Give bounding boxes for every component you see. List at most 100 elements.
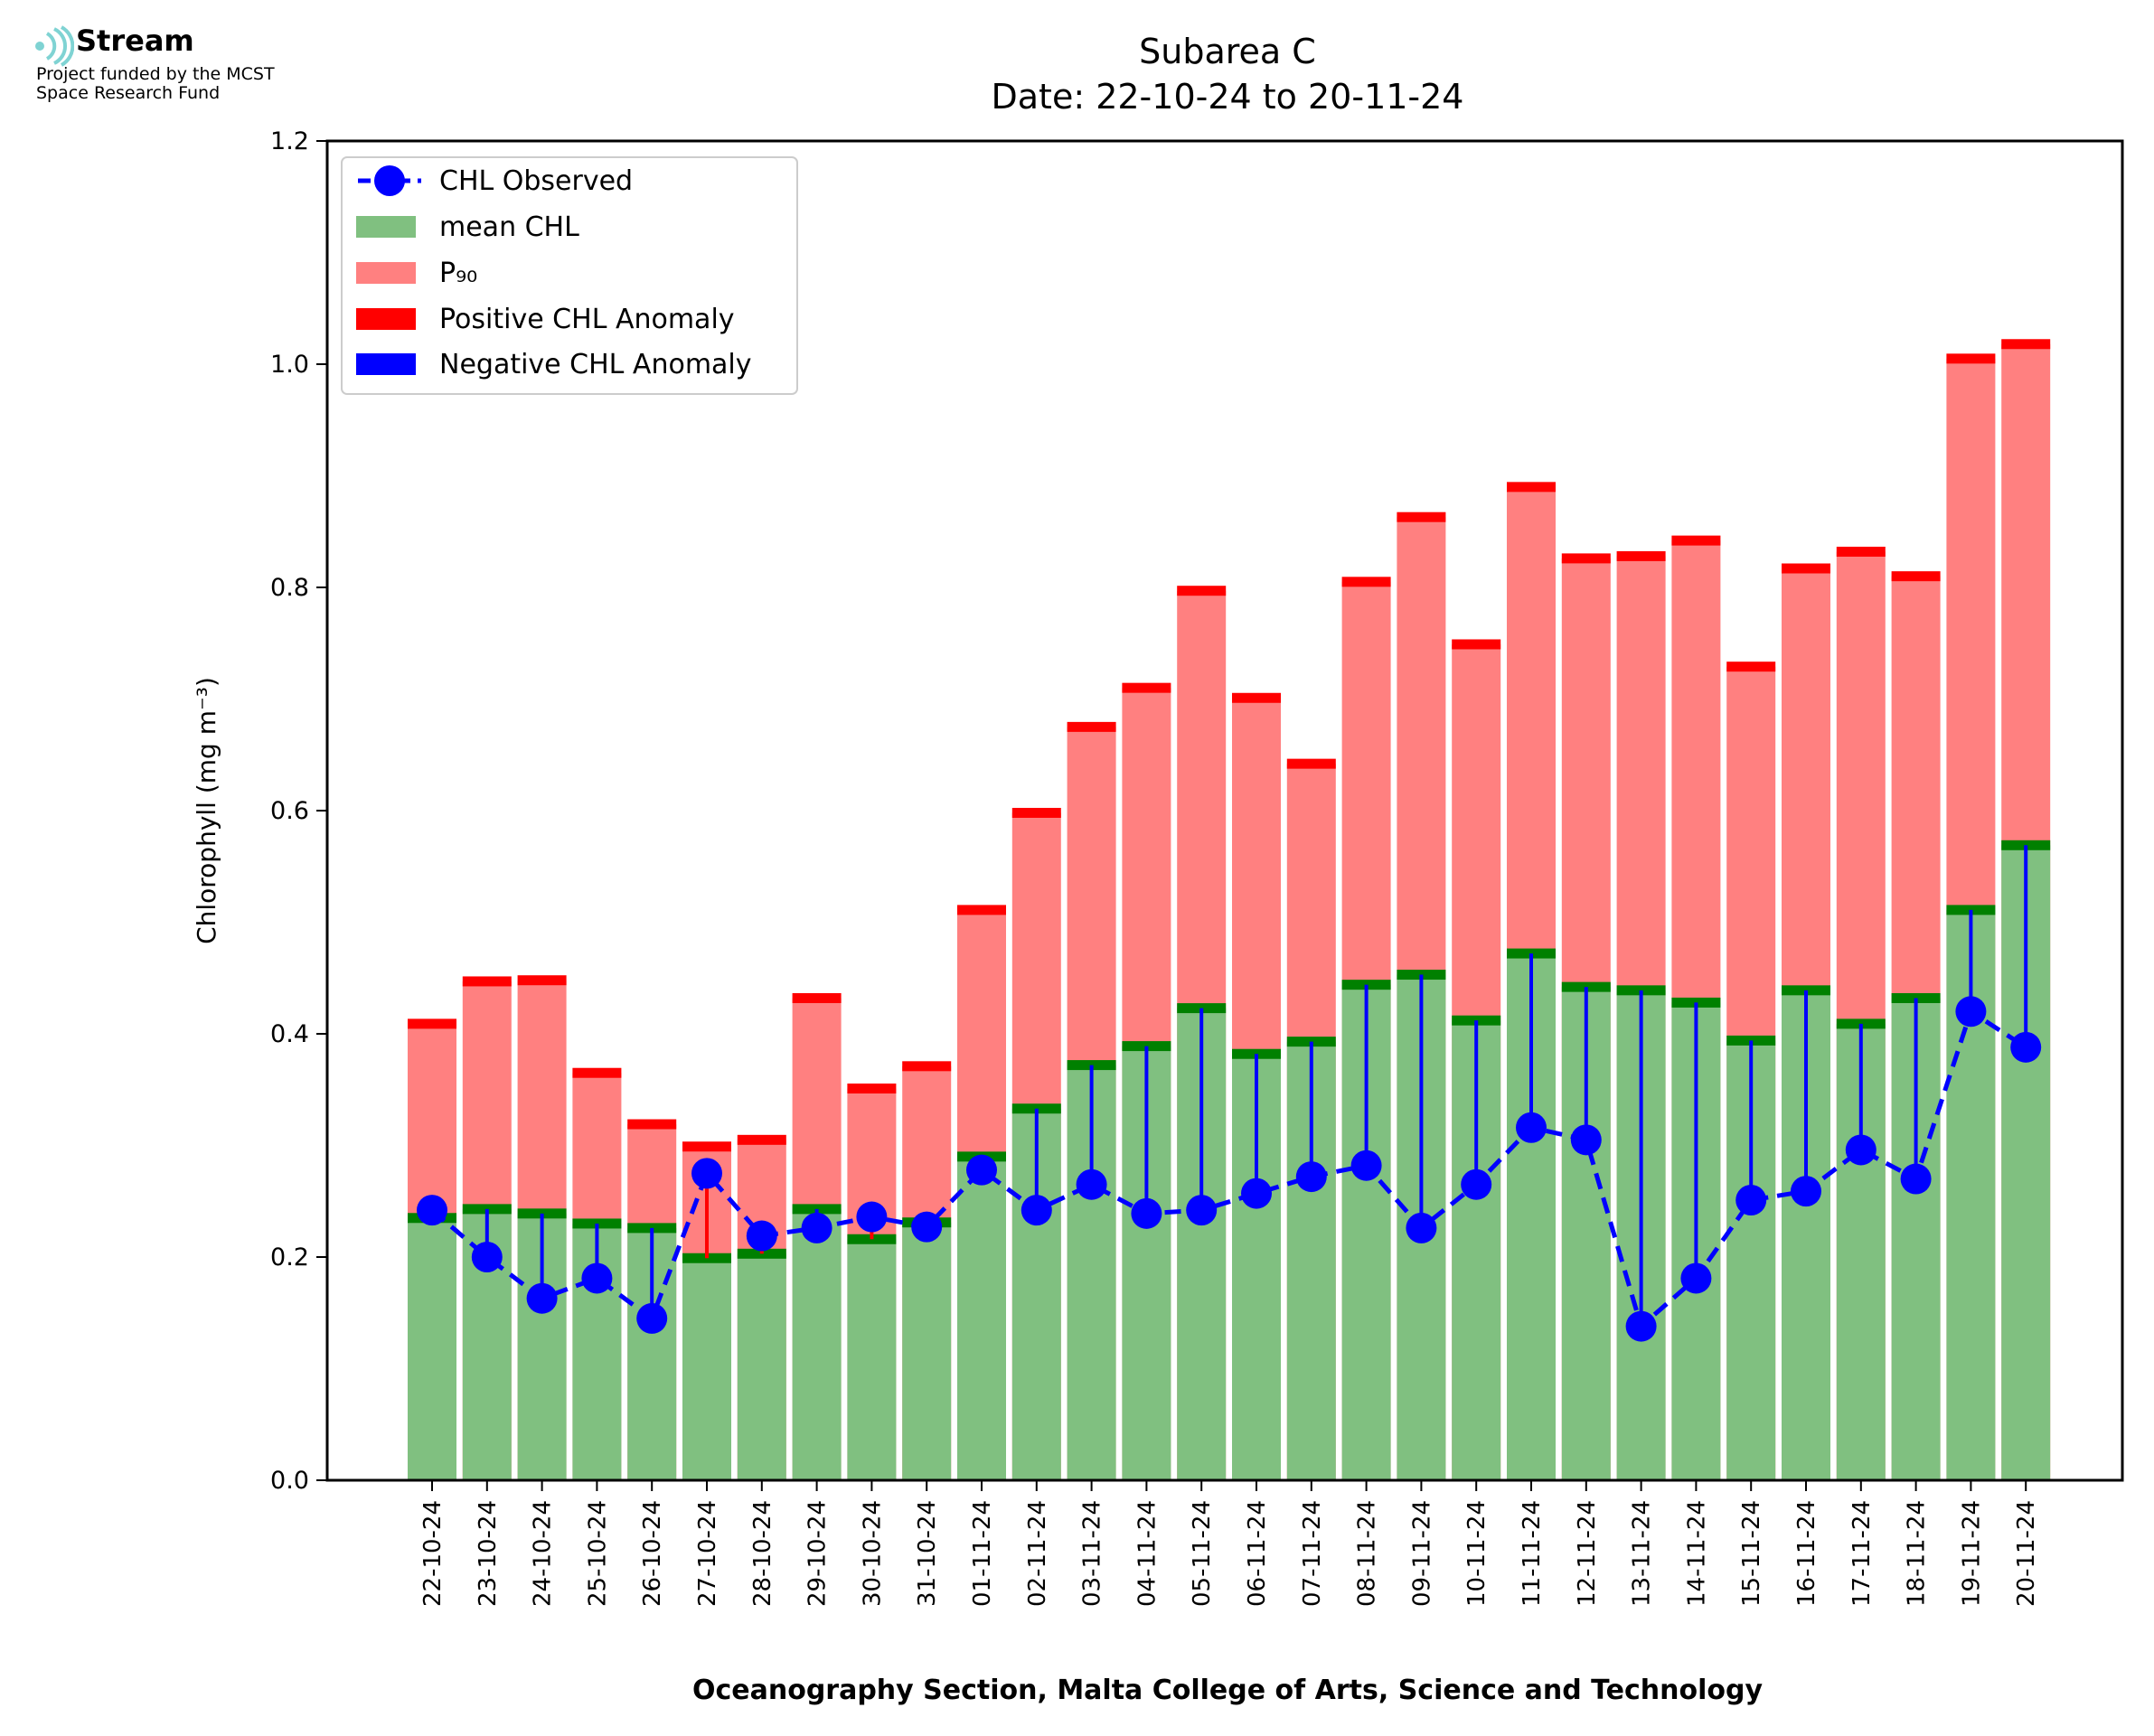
mean-bar: [682, 1258, 731, 1480]
x-tick-label: 30-10-24: [859, 1500, 886, 1607]
y-tick-label: 0.0: [270, 1467, 309, 1495]
observed-point: [746, 1220, 777, 1252]
y-tick-label: 0.6: [270, 797, 309, 825]
p90-cap: [902, 1061, 952, 1072]
x-tick-label: 23-10-24: [475, 1500, 502, 1607]
legend-label: Positive CHL Anomaly: [439, 304, 735, 335]
x-tick-label: 26-10-24: [639, 1500, 666, 1607]
p90-cap: [1561, 553, 1611, 564]
chart-legend: CHL Observed mean CHL P₉₀ Positive CHL Anom…: [341, 156, 798, 395]
legend-label: CHL Observed: [439, 165, 633, 197]
observed-point: [966, 1154, 997, 1186]
p90-cap: [1067, 721, 1116, 732]
y-tick-label: 1.2: [270, 127, 309, 155]
x-tick-label: 10-11-24: [1463, 1500, 1491, 1607]
x-tick-label: 31-10-24: [914, 1500, 941, 1607]
x-tick-label: 25-10-24: [584, 1500, 611, 1607]
p90-cap: [2001, 339, 2051, 350]
observed-point: [1955, 996, 1987, 1028]
x-tick-label: 05-11-24: [1189, 1500, 1216, 1607]
logo-wordmark: Stream: [76, 23, 194, 58]
x-tick-label: 01-11-24: [969, 1500, 996, 1607]
x-tick-label: 14-11-24: [1683, 1500, 1710, 1607]
x-tick-label: 13-11-24: [1629, 1500, 1656, 1607]
x-tick-label: 06-11-24: [1244, 1500, 1271, 1607]
y-tick-label: 0.2: [270, 1243, 309, 1272]
observed-point: [1021, 1195, 1052, 1226]
p90-cap: [1122, 682, 1171, 693]
observed-point: [801, 1212, 832, 1243]
x-tick-label: 16-11-24: [1793, 1500, 1820, 1607]
p90-cap: [1671, 535, 1721, 546]
x-tick-label: 29-10-24: [804, 1500, 832, 1607]
legend-swatch-marker: [374, 165, 405, 196]
legend-box: [341, 156, 798, 395]
observed-point: [691, 1158, 722, 1189]
mean-bar: [792, 1208, 842, 1480]
p90-cap: [572, 1067, 622, 1078]
x-tick-label: 28-10-24: [749, 1500, 776, 1607]
p90-cap: [737, 1134, 786, 1145]
observed-point: [1735, 1185, 1767, 1216]
legend-swatch: [356, 353, 416, 375]
x-tick-label: 08-11-24: [1354, 1500, 1381, 1607]
x-axis: 22-10-24 23-10-24 24-10-24 25-10-24 26-10-24…: [419, 1480, 2040, 1607]
p90-cap: [1177, 586, 1227, 596]
p90-cap: [1836, 546, 1886, 557]
mean-bar: [737, 1253, 786, 1480]
logo-funding-line-1: Project funded by the MCST: [36, 64, 275, 84]
observed-point: [1186, 1195, 1218, 1226]
p90-cap: [1232, 692, 1281, 703]
observed-point: [581, 1262, 613, 1294]
observed-point: [2010, 1031, 2042, 1063]
p90-cap: [1507, 482, 1556, 493]
x-tick-label: 04-11-24: [1133, 1500, 1161, 1607]
x-tick-label: 02-11-24: [1024, 1500, 1051, 1607]
x-tick-label: 18-11-24: [1904, 1500, 1931, 1607]
stream-waves-icon: [35, 25, 74, 67]
observed-point: [911, 1211, 943, 1243]
observed-point: [417, 1195, 447, 1226]
logo-funding-line-2: Space Research Fund: [36, 83, 221, 103]
p90-cap: [1397, 511, 1446, 522]
mean-bar: [847, 1239, 897, 1480]
y-tick-label: 0.8: [270, 574, 309, 602]
p90-cap: [1452, 639, 1501, 650]
observed-point: [1680, 1262, 1712, 1294]
x-tick-label: 15-11-24: [1738, 1500, 1765, 1607]
observed-point: [1350, 1150, 1382, 1181]
chart-title: Subarea C: [1139, 32, 1316, 71]
y-axis: 0.0 0.2 0.4 0.6 0.8 1.0 1.2: [270, 127, 327, 1495]
observed-point: [1241, 1178, 1272, 1209]
observed-point: [1900, 1163, 1932, 1195]
y-tick-label: 1.0: [270, 351, 309, 379]
p90-cap: [627, 1119, 677, 1130]
p90-cap: [517, 975, 567, 986]
mean-bar: [957, 1156, 1006, 1480]
observed-point: [1406, 1212, 1437, 1243]
observed-point: [471, 1242, 503, 1272]
legend-label: Negative CHL Anomaly: [439, 349, 752, 380]
p90-cap: [1011, 807, 1061, 818]
x-axis-label: Oceanography Section, Malta College of A…: [692, 1675, 1764, 1706]
legend-swatch: [356, 216, 416, 238]
x-tick-label: 17-11-24: [1848, 1500, 1876, 1607]
x-tick-label: 11-11-24: [1519, 1500, 1546, 1607]
y-axis-label: Chlorophyll (mg m⁻³): [192, 677, 221, 944]
observed-point: [1461, 1168, 1492, 1200]
p90-cap: [682, 1141, 731, 1152]
stream-logo: Stream Project funded by the MCST Space …: [33, 22, 358, 121]
observed-point: [1076, 1168, 1107, 1200]
x-tick-label: 20-11-24: [2013, 1500, 2040, 1607]
observed-point: [1131, 1197, 1162, 1229]
p90-cap: [1946, 353, 1996, 364]
observed-point: [1791, 1176, 1821, 1207]
observed-line-layer: [417, 996, 2042, 1342]
observed-point: [1845, 1134, 1877, 1166]
mean-bar: [902, 1222, 952, 1480]
p90-cap: [1726, 662, 1776, 672]
observed-point: [1516, 1112, 1547, 1143]
x-tick-label: 19-11-24: [1958, 1500, 1985, 1607]
chart-subtitle: Date: 22-10-24 to 20-11-24: [992, 77, 1464, 117]
